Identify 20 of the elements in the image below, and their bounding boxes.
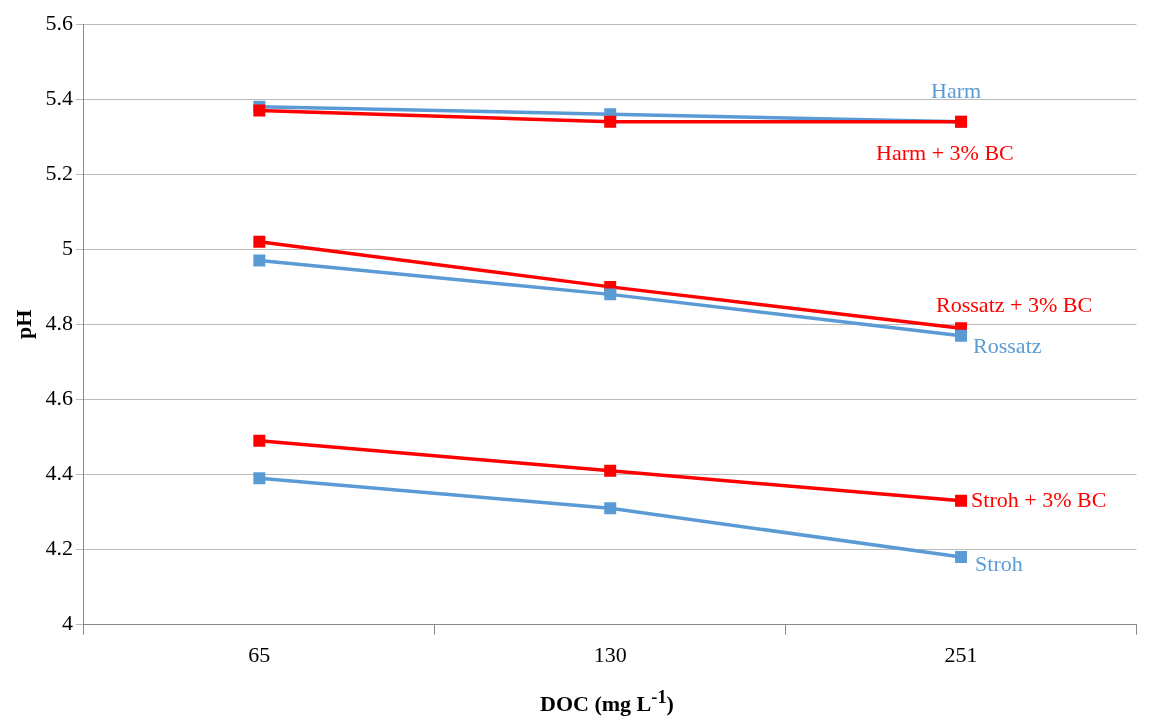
series-label: Stroh + 3% BC [971,486,1107,512]
x-tick-label: 251 [944,641,978,667]
y-tick-label: 4 [61,610,73,636]
series-label: Harm [931,77,982,103]
y-tick-label: 4.6 [45,385,73,411]
y-tick-label: 4.2 [45,535,73,561]
y-tick-label: 5.4 [45,85,73,111]
y-tick-label: 5 [61,235,73,261]
series-label: Harm + 3% BC [876,139,1014,165]
series-label: Rossatz [973,333,1042,359]
y-tick-label: 4.4 [45,460,73,486]
series-label: Rossatz + 3% BC [936,291,1093,317]
y-tick-label: 5.2 [45,160,73,186]
x-tick-label: 65 [248,641,271,667]
y-tick-label: 4.8 [45,310,73,336]
series-label: Stroh [975,550,1023,576]
y-tick-label: 5.6 [45,9,73,35]
x-tick-label: 130 [593,641,627,667]
x-axis-title: DOC (mg L$^{-1}$) [539,686,675,717]
y-axis-title: pH [10,309,36,340]
